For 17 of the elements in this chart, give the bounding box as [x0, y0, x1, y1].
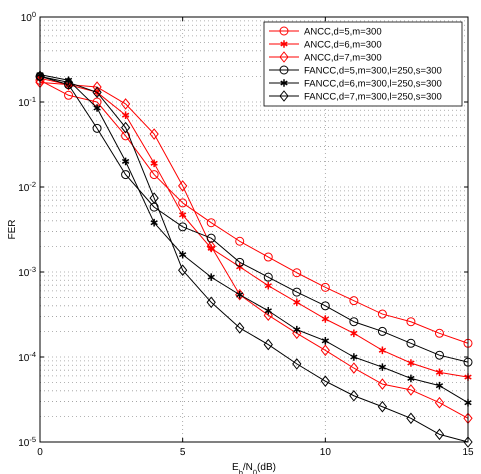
x-tick-label: 10	[320, 447, 332, 458]
legend-label: ANCC,d=6,m=300	[304, 40, 382, 50]
y-tick-label: 10$^{-3}$	[18, 264, 36, 279]
legend-label: ANCC,d=5,m=300	[304, 26, 382, 38]
legend-label: FANCC,d=7,m=300,l=250,s=300	[304, 92, 442, 102]
y-axis-title: FER	[7, 220, 18, 240]
legend-label: FANCC,d=6,m=300,l=250,s=300	[304, 78, 442, 90]
y-tick-label: 10$^{-5}$	[18, 434, 36, 449]
y-tick-label: 10$^{0}$	[20, 10, 36, 24]
y-tick-label: 10$^{-2}$	[18, 180, 36, 194]
legend-label: ANCC,d=7,m=300	[304, 52, 382, 64]
x-tick-label: 15	[462, 447, 474, 458]
y-tick-label: 10$^{-1}$	[18, 94, 36, 109]
legend-label: FANCC,d=5,m=300,l=250,s=300	[304, 66, 442, 76]
x-tick-label: 5	[180, 447, 186, 458]
x-tick-label: 0	[37, 447, 44, 458]
y-tick-label: 10$^{-4}$	[18, 350, 36, 364]
